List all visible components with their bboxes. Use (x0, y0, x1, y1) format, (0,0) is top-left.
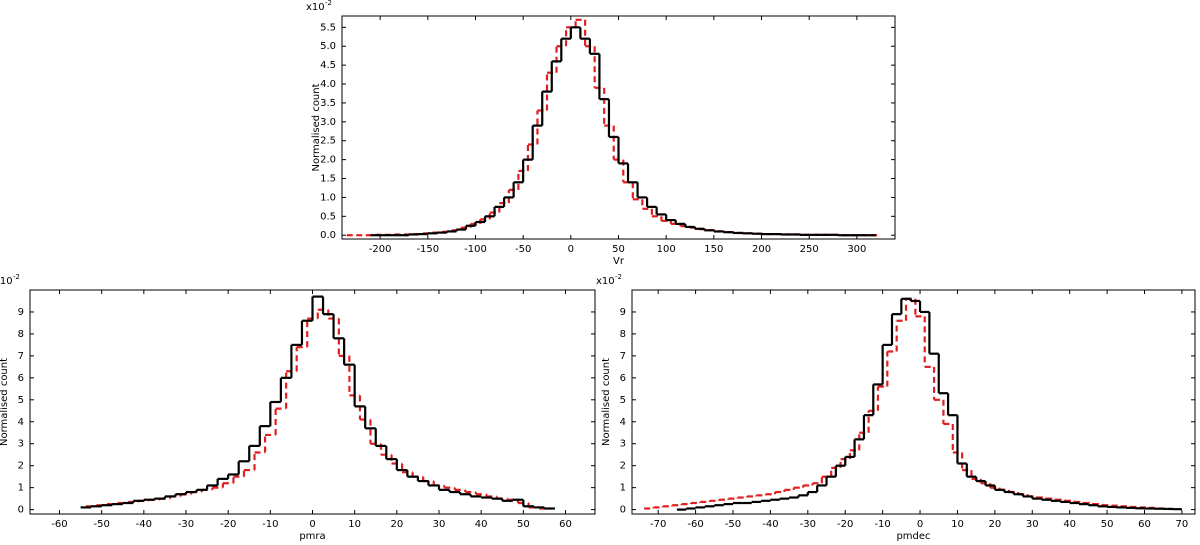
x-tick-label: 60 (559, 519, 572, 530)
series (85, 308, 550, 510)
plot-frame (631, 289, 1196, 515)
y-tick-label: 2 (18, 461, 24, 472)
x-tick-label: -50 (94, 519, 110, 530)
y-tick-label: 1 (18, 483, 24, 494)
x-tick-label: 10 (951, 519, 964, 530)
scale-exponent: -2 (615, 273, 622, 281)
y-tick-label: 1 (620, 483, 626, 494)
series (370, 26, 876, 237)
x-tick-label: 0 (309, 519, 315, 530)
x-tick-label: 150 (704, 244, 723, 255)
scale-exponent: -2 (325, 0, 332, 7)
y-tick-label: 1.0 (320, 192, 336, 203)
series (676, 297, 1182, 511)
x-axis-label: pmdec (896, 531, 930, 542)
y-tick-label: 3 (18, 439, 24, 450)
y-axis-label: Normalised count (0, 358, 10, 446)
x-tick-label: 20 (390, 519, 403, 530)
y-tick-label: 4 (18, 417, 24, 428)
y-tick-label: 4.5 (320, 60, 336, 71)
x-tick-label: -40 (136, 519, 152, 530)
chart: -70 -60 -50 -40 -30 -20 -10 0 10 20 30 40 50 60 70 0 1 2 3… (596, 273, 1196, 542)
series (80, 295, 555, 510)
x-tick-label: 100 (657, 244, 676, 255)
x-tick-label: 30 (1026, 519, 1039, 530)
x-tick-label: -200 (369, 244, 392, 255)
y-tick-label: 5 (620, 395, 626, 406)
series (346, 18, 881, 237)
y-tick-label: 4.0 (320, 79, 336, 90)
x-tick-label: -40 (762, 519, 778, 530)
x-tick-label: 50 (612, 244, 625, 255)
y-tick-label: 7 (620, 351, 626, 362)
y-tick-label: 5.5 (320, 22, 336, 33)
x-tick-label: 50 (517, 519, 530, 530)
y-axis-label: Normalised count (601, 358, 612, 446)
y-tick-label: 3.0 (320, 117, 336, 128)
scale-label: x10 (306, 2, 325, 13)
x-tick-label: 40 (475, 519, 488, 530)
y-tick-label: 9 (18, 307, 24, 318)
y-tick-label: 8 (18, 329, 24, 340)
y-tick-label: 8 (620, 329, 626, 340)
x-tick-label: 250 (800, 244, 819, 255)
y-tick-label: 3 (620, 439, 626, 450)
x-axis-label: Vr (613, 256, 625, 267)
x-tick-label: -100 (464, 244, 487, 255)
x-tick-label: -20 (220, 519, 236, 530)
y-axis-label: Normalised count (311, 83, 322, 171)
x-tick-label: 10 (348, 519, 361, 530)
x-tick-label: 20 (988, 519, 1001, 530)
x-tick-label: -50 (725, 519, 741, 530)
y-tick-label: 3.5 (320, 98, 336, 109)
x-tick-label: 200 (752, 244, 771, 255)
y-tick-label: 2.5 (320, 136, 336, 147)
chart: -60 -50 -40 -30 -20 -10 0 10 20 30 40 50 60 0 1 2 3 4 5 6 7 8… (0, 273, 596, 542)
x-tick-label: -10 (262, 519, 278, 530)
x-tick-label: -30 (178, 519, 194, 530)
plot-frame (29, 289, 596, 515)
y-tick-label: 9 (620, 307, 626, 318)
x-tick-label: -20 (837, 519, 853, 530)
y-tick-label: 0 (620, 505, 626, 516)
y-tick-label: 2 (620, 461, 626, 472)
x-tick-label: -50 (515, 244, 531, 255)
x-tick-label: 40 (1063, 519, 1076, 530)
y-tick-label: 5.0 (320, 41, 336, 52)
x-tick-label: 300 (847, 244, 866, 255)
x-tick-label: 60 (1138, 519, 1151, 530)
y-tick-label: 2.0 (320, 155, 336, 166)
x-tick-label: -70 (650, 519, 666, 530)
scale-label: x10 (0, 276, 13, 287)
x-tick-label: 70 (1176, 519, 1189, 530)
y-tick-label: 0.0 (320, 230, 336, 241)
y-tick-label: 6 (18, 373, 24, 384)
x-tick-label: 50 (1101, 519, 1114, 530)
x-tick-label: 0 (568, 244, 574, 255)
plot-frame (341, 15, 896, 240)
x-tick-label: -60 (51, 519, 67, 530)
y-tick-label: 0.5 (320, 211, 336, 222)
chart: -200 -150 -100 -50 0 50 100 150 200 250 300 0.0 0.5 1… (306, 0, 896, 267)
x-tick-label: -30 (800, 519, 816, 530)
series (644, 297, 1178, 511)
x-tick-label: -60 (687, 519, 703, 530)
y-tick-label: 7 (18, 351, 24, 362)
x-tick-label: 30 (433, 519, 446, 530)
y-tick-label: 0 (18, 505, 24, 516)
scale-exponent: -2 (13, 273, 20, 281)
y-tick-label: 1.5 (320, 174, 336, 185)
x-axis-label: pmra (299, 531, 325, 542)
y-tick-label: 5 (18, 395, 24, 406)
x-tick-label: -150 (416, 244, 439, 255)
y-tick-label: 6 (620, 373, 626, 384)
x-tick-label: -10 (874, 519, 890, 530)
scale-label: x10 (596, 276, 615, 287)
y-tick-label: 4 (620, 417, 626, 428)
x-tick-label: 0 (917, 519, 923, 530)
